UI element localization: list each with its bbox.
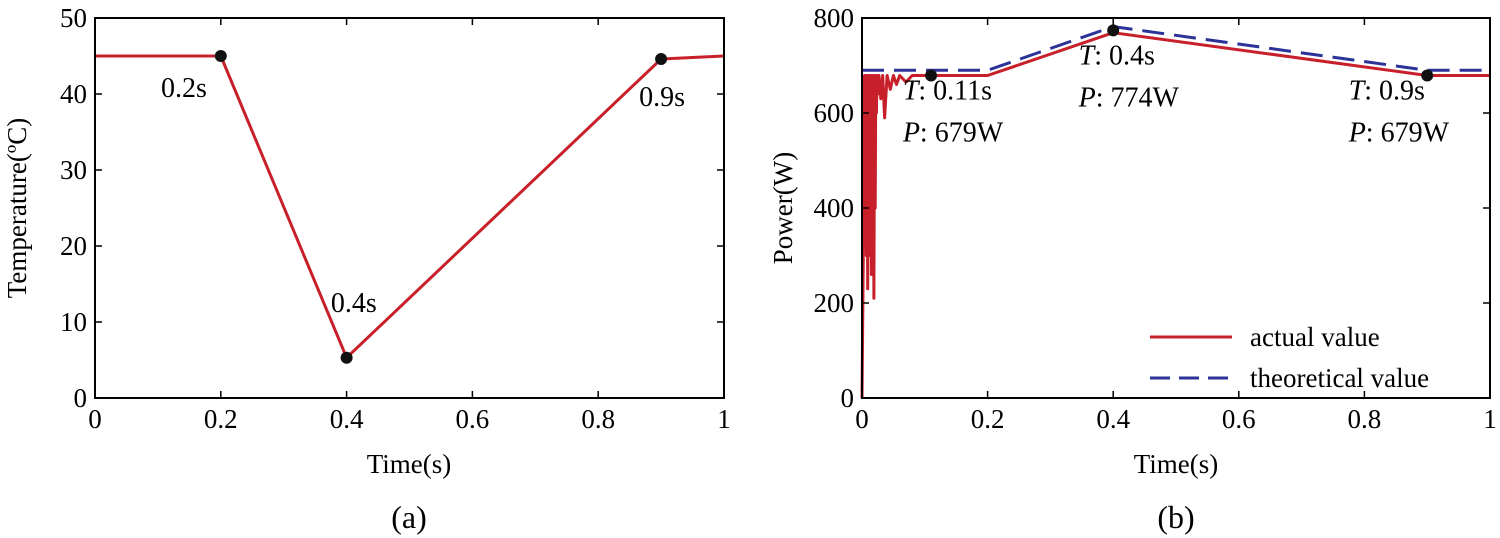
chart-b-annotation-power: P: 774W — [1078, 83, 1180, 114]
chart-b-xtick-label: 0.4 — [1096, 404, 1130, 434]
chart-b-annotation-power: P: 679W — [1348, 118, 1450, 149]
legend-label-theoretical: theoretical value — [1250, 363, 1429, 393]
chart-a-xtick-label: 0.8 — [581, 404, 615, 434]
chart-a-caption: (a) — [391, 499, 427, 535]
chart-b-ticks: 0 0.2 0.4 0.6 0.8 1 0 200 400 600 800 — [814, 3, 1497, 434]
chart-b-xtick-label: 0.6 — [1222, 404, 1256, 434]
chart-a-xtick-label: 0 — [88, 404, 102, 434]
legend-label-actual: actual value — [1250, 322, 1380, 352]
chart-b-ytick-label: 600 — [814, 98, 855, 128]
chart-a-ytick-label: 0 — [74, 383, 88, 413]
chart-a-ytick-label: 10 — [60, 307, 87, 337]
chart-b-annotation-time: T: 0.4s — [1079, 41, 1155, 72]
chart-b-xtick-label: 1 — [1483, 404, 1497, 434]
chart-b-plot: T: 0.11s P: 679W T: 0.4s P: 774W T: 0.9s P: 6… — [860, 24, 1490, 399]
chart-b-ytick-label: 200 — [814, 288, 855, 318]
chart-b-marker — [925, 69, 938, 82]
chart-a-ytick-label: 40 — [60, 79, 87, 109]
chart-b-xtick-label: 0.2 — [971, 404, 1005, 434]
chart-a-marker — [340, 351, 353, 364]
chart-a-annotation: 0.2s — [161, 73, 207, 104]
chart-a-marker — [214, 50, 227, 62]
chart-a-annotation: 0.4s — [331, 288, 377, 319]
chart-b-annotation-power: P: 679W — [902, 118, 1004, 149]
chart-a-plot: 0.2s 0.4s 0.9s — [95, 50, 725, 364]
chart-b-xtick-label: 0 — [855, 404, 869, 434]
chart-a-marker — [655, 53, 668, 66]
chart-b-series-actual-value — [860, 31, 1490, 399]
chart-a-xtick-label: 1 — [717, 404, 731, 434]
chart-b: T: 0.11s P: 679W T: 0.4s P: 774W T: 0.9s P: 6… — [768, 3, 1497, 535]
chart-b-marker — [1421, 69, 1434, 82]
chart-b-ytick-label: 800 — [814, 3, 855, 33]
chart-b-series-theoretical-value — [862, 25, 1490, 72]
chart-b-ytick-label: 0 — [841, 383, 855, 413]
chart-a-annotation: 0.9s — [639, 82, 685, 113]
chart-a-xlabel: Time(s) — [367, 449, 452, 479]
chart-b-caption: (b) — [1157, 499, 1194, 535]
chart-b-annotation-time: T: 0.9s — [1349, 76, 1425, 107]
chart-a-ytick-label: 50 — [60, 3, 87, 33]
chart-a-xtick-label: 0.4 — [330, 404, 364, 434]
chart-b-marker — [1107, 24, 1120, 37]
chart-b-ylabel: Power(W) — [768, 152, 798, 264]
chart-a-xtick-label: 0.6 — [456, 404, 490, 434]
chart-a-ytick-label: 20 — [60, 231, 87, 261]
chart-b-ytick-label: 400 — [814, 193, 855, 223]
chart-a-ytick-label: 30 — [60, 155, 87, 185]
chart-b-annotation-time: T: 0.11s — [903, 76, 992, 107]
chart-b-legend: actual value theoretical value — [1150, 322, 1429, 393]
chart-b-xtick-label: 0.8 — [1348, 404, 1382, 434]
chart-a-xtick-label: 0.2 — [204, 404, 238, 434]
chart-a-axes-frame — [94, 17, 725, 399]
chart-a-ylabel: Temperature(ºC) — [2, 118, 32, 298]
chart-b-xlabel: Time(s) — [1134, 449, 1219, 479]
